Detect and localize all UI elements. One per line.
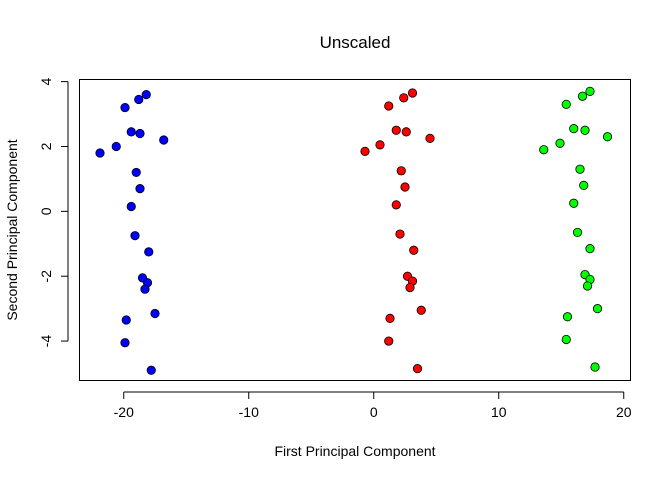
data-point-series-3	[579, 180, 589, 191]
data-point-series-2	[375, 140, 385, 150]
y-tick-label: 0	[38, 207, 54, 215]
data-point-series-3	[539, 145, 549, 155]
data-point-series-1	[126, 127, 136, 137]
data-point-series-1	[150, 308, 160, 319]
data-point-series-1	[135, 184, 145, 194]
data-point-series-2	[401, 127, 411, 137]
data-point-series-2	[396, 166, 406, 176]
data-point-series-1	[135, 128, 145, 139]
data-point-series-1	[146, 365, 156, 375]
data-point-series-3	[592, 304, 603, 314]
data-point-series-1	[126, 201, 136, 212]
y-axis-label: Second Principal Component	[4, 139, 20, 320]
data-point-series-3	[569, 124, 579, 134]
y-tick-label: 4	[38, 78, 54, 86]
data-point-series-1	[159, 135, 169, 145]
x-axis: -20 -10 0 10 20	[114, 391, 632, 420]
data-point-series-3	[590, 362, 600, 372]
data-point-series-2	[407, 88, 418, 98]
data-point-series-3	[582, 281, 593, 291]
data-point-series-2	[391, 200, 401, 210]
y-tick-label: -4	[38, 335, 54, 348]
x-axis-label: First Principal Component	[274, 443, 435, 459]
data-point-series-1	[95, 148, 105, 158]
data-point-series-3	[569, 198, 579, 208]
data-point-series-1	[140, 284, 150, 294]
data-point-series-3	[572, 227, 583, 238]
data-point-series-2	[395, 229, 405, 239]
x-tick-label: 10	[491, 404, 507, 420]
data-point-series-1	[130, 231, 140, 241]
data-point-series-2	[409, 245, 419, 255]
data-point-series-3	[562, 312, 573, 322]
data-point-series-2	[384, 101, 394, 111]
data-point-series-3	[585, 86, 595, 96]
data-point-series-2	[412, 364, 423, 374]
data-point-series-1	[141, 89, 151, 100]
data-point-series-3	[585, 244, 595, 254]
y-axis: -4 -2 0 2 4	[38, 78, 69, 348]
data-point-series-3	[555, 138, 565, 148]
x-tick-label: -10	[239, 404, 259, 420]
data-point-series-2	[400, 182, 410, 192]
data-point-series-2	[385, 313, 395, 323]
data-point-series-3	[575, 164, 585, 174]
data-point-series-2	[405, 282, 415, 293]
plot-frame	[79, 79, 631, 381]
data-point-series-2	[384, 336, 394, 346]
data-point-series-1	[121, 315, 131, 325]
x-tick-label: 20	[616, 404, 632, 420]
data-points	[95, 86, 613, 375]
data-point-series-1	[120, 102, 130, 113]
data-point-series-1	[120, 338, 130, 348]
data-point-series-2	[399, 93, 409, 103]
y-tick-label: -2	[38, 270, 54, 283]
data-point-series-1	[144, 247, 154, 257]
data-point-series-3	[580, 125, 590, 135]
data-point-series-3	[602, 132, 613, 142]
data-point-series-2	[425, 133, 435, 143]
data-point-series-3	[577, 91, 588, 101]
data-point-series-3	[561, 99, 571, 109]
data-point-series-3	[561, 334, 571, 345]
x-tick-label: -20	[114, 404, 134, 420]
data-point-series-2	[416, 305, 426, 315]
x-tick-label: 0	[370, 404, 378, 420]
data-point-series-1	[134, 94, 144, 105]
data-point-series-1	[111, 141, 121, 152]
data-point-series-2	[360, 146, 370, 156]
chart-title: Unscaled	[320, 33, 391, 52]
y-tick-label: 2	[38, 142, 54, 150]
data-point-series-2	[391, 125, 401, 135]
data-point-series-1	[131, 167, 141, 178]
